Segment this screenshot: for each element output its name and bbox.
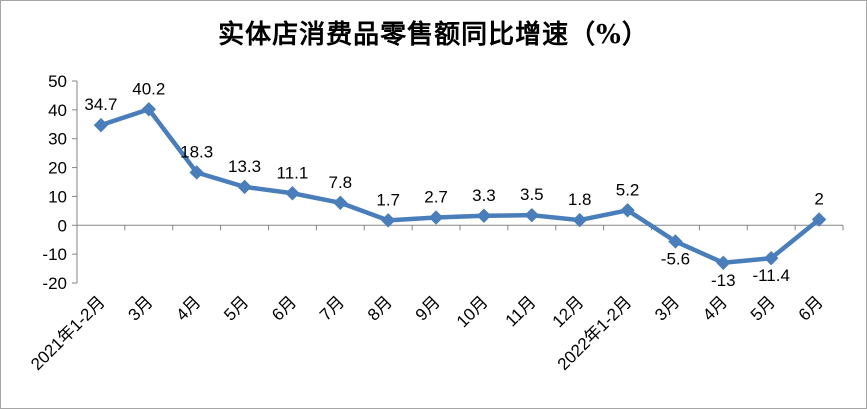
- data-label: 40.2: [132, 79, 165, 98]
- data-label: 5.2: [616, 180, 640, 199]
- data-point: [716, 255, 731, 271]
- y-tick-label: -10: [42, 245, 67, 264]
- data-label: 18.3: [180, 142, 213, 161]
- data-point: [572, 212, 587, 228]
- data-point: [668, 234, 683, 249]
- series-line: [100, 107, 821, 266]
- x-tick-label: 9月: [412, 292, 444, 324]
- x-tick-label: 5月: [220, 292, 252, 324]
- data-label: -5.6: [661, 249, 690, 268]
- data-label: 3.3: [472, 186, 496, 205]
- x-tick-label: 3月: [651, 292, 683, 324]
- data-point: [428, 210, 444, 225]
- data-point: [476, 208, 492, 223]
- y-tick-label: 40: [48, 101, 67, 120]
- x-tick-label: 10月: [453, 292, 492, 331]
- data-point: [763, 250, 779, 266]
- data-label: 2: [814, 190, 823, 209]
- plot-area: 34.7 40.2 18.3 13.3 11.1 7.8 1.7 2.7 3.3 3.5 1.8 5.…: [84, 79, 827, 290]
- data-point: [811, 212, 827, 227]
- data-point: [524, 207, 540, 223]
- data-point: [380, 213, 396, 228]
- x-tick-label: 4月: [699, 292, 731, 324]
- x-tick-label: 6月: [268, 292, 300, 324]
- x-tick-label: 6月: [795, 292, 827, 324]
- data-label: 34.7: [84, 95, 117, 114]
- data-label: -13: [711, 271, 736, 290]
- data-point: [620, 203, 635, 218]
- x-tick-label: 3月: [124, 292, 156, 324]
- x-tick-label: 8月: [364, 292, 396, 324]
- x-tick-label: 5月: [747, 292, 779, 324]
- data-label: 2.7: [424, 187, 448, 206]
- data-point: [189, 165, 204, 180]
- data-label: 1.8: [568, 190, 592, 209]
- x-tick-label: 11月: [502, 292, 540, 330]
- data-point: [93, 117, 109, 133]
- y-tick-label: 50: [48, 72, 67, 91]
- data-label: 11.1: [277, 163, 309, 182]
- data-label: 1.7: [376, 190, 400, 209]
- data-label: 3.5: [520, 185, 544, 204]
- data-point: [141, 102, 157, 117]
- data-label: -11.4: [752, 266, 790, 285]
- data-label: 13.3: [228, 157, 261, 176]
- x-tick-label: 4月: [172, 292, 204, 324]
- data-point: [333, 195, 348, 210]
- x-tick-label: 2021年1-2月: [27, 292, 109, 374]
- y-tick-label: 0: [58, 216, 67, 235]
- data-point: [237, 179, 252, 195]
- data-label: 7.8: [328, 173, 352, 192]
- y-tick-label: 20: [48, 159, 67, 178]
- y-tick-label: -20: [42, 274, 67, 293]
- chart-title: 实体店消费品零售额同比增速（%）: [218, 20, 649, 50]
- y-tick-label: 10: [48, 187, 67, 206]
- data-point: [285, 186, 300, 201]
- x-tick-label: 12月: [549, 292, 588, 331]
- y-tick-label: 30: [48, 130, 67, 149]
- x-tick-label: 7月: [316, 292, 348, 324]
